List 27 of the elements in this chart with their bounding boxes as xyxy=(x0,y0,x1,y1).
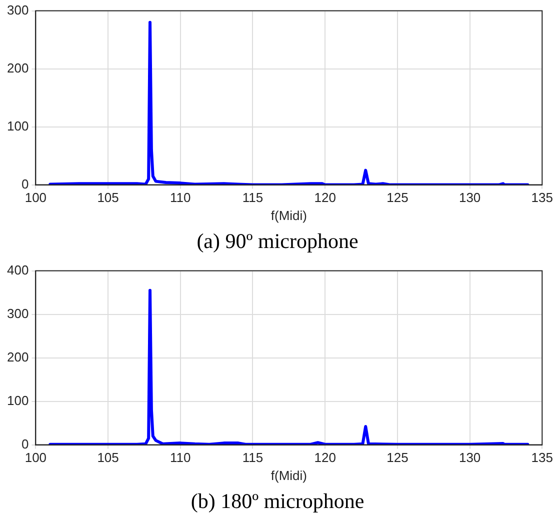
x-tick-label: 110 xyxy=(170,190,191,206)
x-tick-label: 120 xyxy=(314,190,336,206)
y-tick-label: 300 xyxy=(6,306,29,321)
x-tick-label: 115 xyxy=(242,190,264,206)
text: (a) 90º microphone xyxy=(196,228,360,255)
x-tick-label: 135 xyxy=(531,190,554,206)
x-tick-label: 105 xyxy=(97,190,119,206)
x-tick-label: 125 xyxy=(386,450,408,466)
y-tick-label: 200 xyxy=(6,349,29,364)
x-tick-label: 120 xyxy=(314,450,336,466)
y-tick-label: 400 xyxy=(6,262,29,278)
x-tick-label: 125 xyxy=(386,190,408,206)
x-axis-title: f(Midi) xyxy=(270,468,307,483)
y-tick-label: 100 xyxy=(6,118,29,134)
x-tick-label: 135 xyxy=(531,450,554,466)
x-tick-label: 130 xyxy=(458,190,481,206)
x-tick-label: 130 xyxy=(458,450,481,466)
y-tick-label: 0 xyxy=(21,436,29,452)
x-axis-title: f(Midi) xyxy=(270,208,307,223)
x-tick-label: 110 xyxy=(170,450,191,466)
y-tick-label: 100 xyxy=(6,392,29,408)
x-tick-label: 105 xyxy=(97,450,119,466)
x-tick-label: 115 xyxy=(242,450,264,466)
text: (b) 180º microphone xyxy=(190,488,366,515)
y-tick-label: 200 xyxy=(6,60,29,76)
y-tick-label: 300 xyxy=(6,2,29,18)
y-tick-label: 0 xyxy=(21,176,29,192)
